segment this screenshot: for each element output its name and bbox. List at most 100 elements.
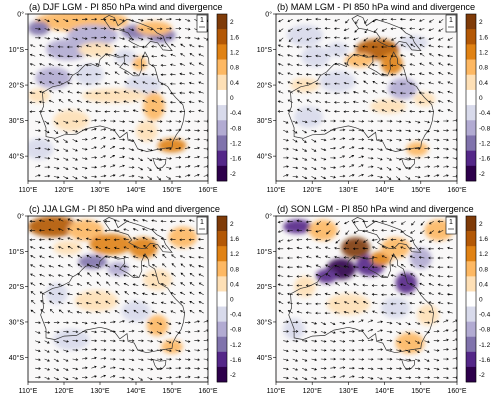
wind-vector <box>311 330 318 334</box>
wind-vector <box>57 283 64 287</box>
wind-vector <box>305 82 312 85</box>
wind-vector <box>447 246 453 250</box>
wind-vector <box>305 264 312 268</box>
wind-vector <box>305 54 312 58</box>
wind-vector <box>428 62 434 66</box>
wind-vector <box>141 45 148 49</box>
divergence-anomaly <box>294 276 316 298</box>
wind-vector <box>119 155 125 159</box>
wind-vector <box>160 54 167 58</box>
longitude-tick-label: 130°E <box>90 186 109 194</box>
wind-vector <box>292 339 299 343</box>
wind-vector <box>44 377 51 380</box>
wind-vector <box>63 367 69 371</box>
wind-vector <box>447 109 453 112</box>
wind-vector <box>409 282 416 286</box>
wind-vector <box>124 71 129 76</box>
wind-vector <box>184 36 191 40</box>
wind-vector <box>390 293 397 296</box>
wind-vector <box>133 80 139 85</box>
wind-vector <box>171 263 176 268</box>
wind-vector <box>147 37 154 41</box>
colorbar: 21.61.20.80.40-0.4-0.8-1.2-1.6-2 <box>465 13 491 182</box>
wind-vector <box>38 219 45 223</box>
wind-vector <box>400 263 406 268</box>
wind-vector <box>414 322 421 325</box>
colorbar-segment <box>217 246 227 262</box>
longitude-tick-label: 120°E <box>303 186 322 194</box>
wind-vector <box>292 349 299 353</box>
colorbar-label: -0.8 <box>230 125 242 132</box>
wind-vector <box>132 283 139 286</box>
wind-vector <box>377 329 383 332</box>
wind-vector <box>345 230 350 235</box>
wind-vector <box>286 229 293 233</box>
wind-vector <box>29 63 36 66</box>
wind-vector <box>358 147 365 150</box>
wind-vector <box>414 376 421 379</box>
wind-vector <box>428 239 434 243</box>
wind-vector <box>386 129 393 133</box>
wind-vector <box>138 166 144 171</box>
wind-vector <box>400 230 406 233</box>
wind-vector <box>377 377 383 380</box>
wind-vector <box>194 329 201 333</box>
colorbar-label: 1.6 <box>479 236 488 243</box>
wind-vector <box>48 54 54 57</box>
wind-vector <box>352 100 359 104</box>
wind-vector <box>391 245 397 250</box>
wind-vector <box>35 164 41 168</box>
wind-vector <box>96 272 101 277</box>
wind-vector <box>76 99 83 103</box>
wind-vector <box>53 120 59 125</box>
wind-vector <box>132 265 139 268</box>
colorbar-label: -2 <box>479 372 485 379</box>
wind-vector <box>77 254 83 259</box>
wind-vector <box>433 329 440 333</box>
wind-vector <box>339 375 346 378</box>
wind-vector <box>95 53 101 57</box>
wind-vector <box>325 264 331 268</box>
wind-vector <box>166 36 172 40</box>
wind-vector <box>44 147 51 151</box>
wind-vector <box>349 128 355 132</box>
wind-vector <box>160 82 167 86</box>
wind-vector <box>198 273 204 277</box>
wind-vector <box>283 147 289 151</box>
colorbar-label: -2 <box>230 372 236 379</box>
latitude-tick-label: 0° <box>17 11 24 19</box>
wind-vector <box>315 37 321 40</box>
wind-vector <box>381 73 387 76</box>
wind-vector <box>353 300 359 305</box>
wind-vector <box>133 90 139 94</box>
wind-vector <box>67 99 73 103</box>
map-frame <box>27 215 209 383</box>
colorbar-label: -1.2 <box>230 141 242 148</box>
wind-vector <box>94 220 101 223</box>
wind-vector <box>76 228 83 231</box>
wind-vector <box>156 376 163 380</box>
wind-vector <box>390 302 397 306</box>
divergence-anomaly <box>132 56 147 71</box>
wind-vector <box>433 349 440 352</box>
colorbar-label: 0 <box>479 297 483 304</box>
wind-vector <box>169 109 176 113</box>
wind-vector <box>151 90 157 94</box>
wind-vector <box>390 64 397 67</box>
wind-vector <box>85 228 92 232</box>
wind-vector <box>94 91 101 95</box>
wind-vector <box>447 99 453 103</box>
wind-vector <box>409 63 416 66</box>
wind-vector <box>81 157 88 160</box>
wind-vector <box>53 166 60 170</box>
wind-vector <box>38 100 45 104</box>
wind-vector <box>324 109 331 112</box>
wind-vector <box>67 218 73 222</box>
latitude-tick-label: 20°S <box>257 82 273 90</box>
wind-vector <box>147 331 154 334</box>
wind-vector <box>399 73 406 77</box>
wind-vector <box>114 81 120 85</box>
wind-vector <box>418 101 425 104</box>
divergence-anomaly <box>67 219 104 241</box>
wind-vector <box>81 176 88 179</box>
